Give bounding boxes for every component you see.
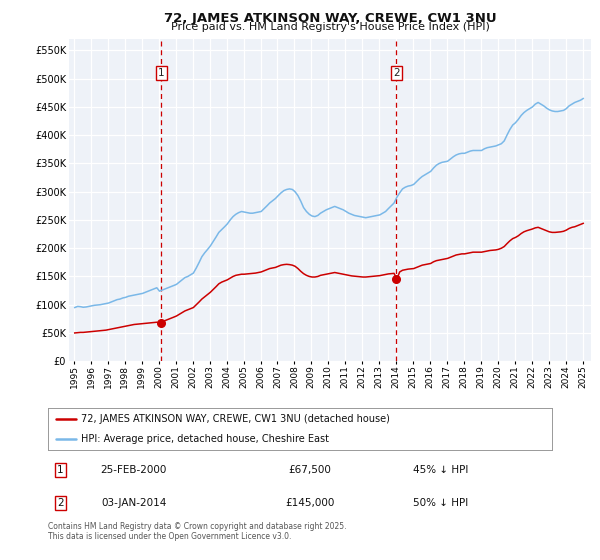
Text: 1: 1 — [57, 465, 64, 475]
Text: £145,000: £145,000 — [286, 498, 335, 508]
Text: Price paid vs. HM Land Registry's House Price Index (HPI): Price paid vs. HM Land Registry's House … — [170, 22, 490, 32]
Text: £67,500: £67,500 — [289, 465, 332, 475]
Text: 2: 2 — [57, 498, 64, 508]
Text: HPI: Average price, detached house, Cheshire East: HPI: Average price, detached house, Ches… — [81, 434, 329, 444]
Text: 2: 2 — [393, 68, 400, 78]
Text: Contains HM Land Registry data © Crown copyright and database right 2025.
This d: Contains HM Land Registry data © Crown c… — [48, 522, 347, 542]
Text: 1: 1 — [158, 68, 164, 78]
Text: 50% ↓ HPI: 50% ↓ HPI — [413, 498, 469, 508]
Text: 72, JAMES ATKINSON WAY, CREWE, CW1 3NU: 72, JAMES ATKINSON WAY, CREWE, CW1 3NU — [164, 12, 496, 25]
Text: 03-JAN-2014: 03-JAN-2014 — [101, 498, 166, 508]
Text: 25-FEB-2000: 25-FEB-2000 — [100, 465, 167, 475]
Text: 72, JAMES ATKINSON WAY, CREWE, CW1 3NU (detached house): 72, JAMES ATKINSON WAY, CREWE, CW1 3NU (… — [81, 414, 389, 424]
Text: 45% ↓ HPI: 45% ↓ HPI — [413, 465, 469, 475]
